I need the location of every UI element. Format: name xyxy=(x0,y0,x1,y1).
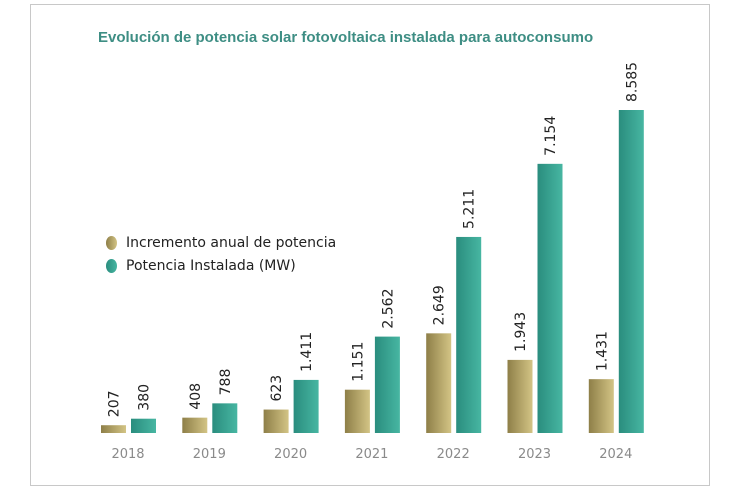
bar-potencia-instalada xyxy=(374,336,400,433)
legend-item-incremento: Incremento anual de potencia xyxy=(106,235,336,251)
data-label: 1.431 xyxy=(594,331,610,371)
bar-incremento-anual xyxy=(588,379,614,433)
data-label: 623 xyxy=(269,375,285,402)
bar-potencia-instalada xyxy=(131,418,156,433)
data-label: 2.649 xyxy=(432,285,448,325)
bar-potencia-instalada xyxy=(618,110,644,433)
data-label: 7.154 xyxy=(543,116,559,156)
bar-incremento-anual xyxy=(101,425,126,433)
x-tick-label: 2020 xyxy=(274,447,307,462)
x-tick-label: 2019 xyxy=(193,447,226,462)
data-label: 788 xyxy=(218,369,234,396)
data-label: 207 xyxy=(107,390,123,417)
x-tick-label: 2021 xyxy=(355,447,388,462)
bar-incremento-anual xyxy=(426,333,452,433)
data-label: 408 xyxy=(188,383,204,410)
data-label: 5.211 xyxy=(462,189,478,229)
bar-potencia-instalada xyxy=(293,379,319,433)
x-tick-label: 2023 xyxy=(518,447,551,462)
data-label: 380 xyxy=(137,384,153,411)
legend-label: Incremento anual de potencia xyxy=(126,235,337,251)
legend-item-potencia: Potencia Instalada (MW) xyxy=(106,258,296,274)
bar-incremento-anual xyxy=(263,409,289,433)
legend-swatch-gold xyxy=(106,236,117,250)
chart-title: Evolución de potencia solar fotovoltaica… xyxy=(98,29,594,46)
bar-incremento-anual xyxy=(182,417,208,433)
bar-potencia-instalada xyxy=(537,163,563,433)
legend-swatch-teal xyxy=(106,259,117,273)
bar-potencia-instalada xyxy=(456,236,482,433)
legend-label: Potencia Instalada (MW) xyxy=(126,258,296,274)
data-label: 2.562 xyxy=(380,289,396,329)
data-label: 1.943 xyxy=(513,312,529,352)
x-tick-label: 2018 xyxy=(111,447,144,462)
x-tick-label: 2022 xyxy=(437,447,470,462)
data-label: 8.585 xyxy=(624,62,640,102)
data-label: 1.151 xyxy=(350,342,366,382)
bar-potencia-instalada xyxy=(212,403,238,433)
chart-frame xyxy=(30,4,710,486)
data-label: 1.411 xyxy=(299,332,315,372)
x-tick-label: 2024 xyxy=(599,447,632,462)
bar-incremento-anual xyxy=(507,359,533,433)
bar-incremento-anual xyxy=(344,389,370,433)
